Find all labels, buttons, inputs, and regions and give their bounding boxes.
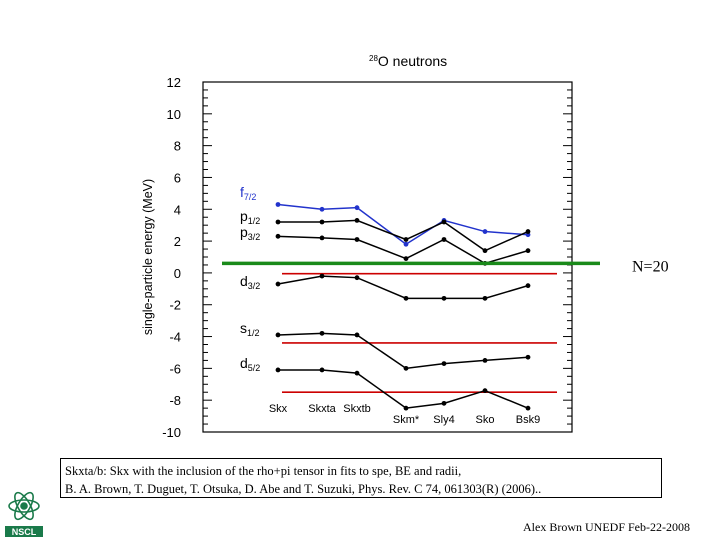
data-point	[319, 206, 325, 212]
reference-lines	[282, 272, 557, 394]
data-point	[354, 275, 360, 281]
data-point	[525, 248, 531, 254]
data-point	[275, 202, 281, 207]
y-tick-label: 8	[174, 139, 181, 154]
data-point	[482, 229, 488, 234]
caption-line-1: Skxta/b: Skx with the inclusion of the r…	[65, 464, 462, 478]
series-group	[275, 202, 531, 411]
n20-label: N=20	[632, 258, 669, 275]
data-point	[275, 332, 281, 338]
data-point	[354, 205, 360, 211]
title-text: O neutrons	[378, 53, 447, 69]
data-point	[441, 237, 447, 242]
y-axis-label: single-particle energy (MeV)	[141, 179, 155, 335]
series-label: s1/2	[240, 320, 260, 338]
series-line-p3-2	[277, 235, 529, 265]
chart-title: 28O neutrons	[369, 53, 447, 69]
data-point	[441, 361, 447, 366]
data-point	[403, 365, 409, 371]
data-point	[275, 233, 281, 239]
chart-svg: -10 -8 -6 -4 -2 0 2 4 6 8 10 12 f7/2 p1/2p3/2 d3/2 s1/…	[141, 53, 669, 440]
series-label: p3/2	[240, 224, 260, 242]
plot-border	[202, 81, 573, 433]
data-point	[441, 219, 447, 225]
data-point	[403, 295, 409, 301]
y-tick-label: -8	[169, 393, 181, 408]
series-line-s1-2	[277, 332, 529, 370]
data-point	[482, 388, 488, 394]
y-tick-label: 6	[174, 170, 181, 185]
data-point	[275, 281, 281, 287]
x-tick-label: Sly4	[433, 414, 454, 426]
data-point	[275, 367, 281, 373]
y-tick-label: -4	[169, 330, 181, 345]
data-point	[482, 295, 488, 301]
caption-box: Skxta/b: Skx with the inclusion of the r…	[60, 458, 662, 498]
series-labels: f7/2 p1/2p3/2 d3/2 s1/2 d5/2	[240, 184, 260, 373]
data-point	[525, 405, 531, 411]
series-line-d3-2	[277, 275, 529, 300]
data-point	[482, 248, 488, 254]
x-tick-label: Skxta	[308, 403, 336, 415]
y-tick-label: 12	[167, 75, 181, 90]
data-point	[403, 237, 409, 242]
data-point	[354, 370, 360, 376]
series-label: p1/2	[240, 208, 260, 226]
data-point	[482, 358, 488, 363]
series-label: d5/2	[240, 355, 260, 373]
series-line-p1-2	[278, 219, 529, 252]
data-point	[354, 218, 360, 223]
data-point	[319, 235, 325, 241]
plot-frame	[202, 81, 573, 433]
series-label: d3/2	[240, 273, 260, 291]
data-point	[403, 241, 409, 247]
caption-line-2: B. A. Brown, T. Duguet, T. Otsuka, D. Ab…	[65, 482, 542, 496]
title-superscript: 28	[369, 54, 378, 63]
logo-text: NSCL	[12, 527, 37, 537]
data-point	[319, 273, 325, 279]
data-point	[403, 256, 409, 261]
n20-line-group: N=20	[222, 258, 669, 275]
data-point	[441, 295, 447, 301]
data-point	[403, 405, 409, 411]
axis-ticks	[203, 81, 572, 433]
x-tick-label: Bsk9	[516, 414, 540, 426]
data-point	[319, 367, 325, 373]
y-tick-label: -2	[169, 298, 181, 313]
data-point	[525, 354, 531, 360]
y-tick-labels: -10 -8 -6 -4 -2 0 2 4 6 8 10 12	[162, 75, 181, 440]
data-point	[319, 219, 325, 225]
nscl-logo: NSCL	[5, 491, 43, 537]
credit-text: Alex Brown UNEDF Feb-22-2008	[523, 520, 690, 534]
data-point	[354, 237, 360, 242]
data-point	[319, 330, 325, 336]
x-tick-label: Skxtb	[343, 403, 371, 415]
y-tick-label: 0	[174, 266, 181, 281]
y-tick-label: 4	[174, 202, 181, 217]
data-point	[525, 283, 531, 289]
x-tick-label: Skx	[269, 403, 288, 415]
data-point	[441, 400, 447, 406]
series-label: f7/2	[240, 184, 256, 202]
y-tick-label: 10	[167, 107, 181, 122]
x-tick-label: Sko	[476, 414, 495, 426]
x-tick-label: Skm*	[393, 414, 420, 426]
data-point	[354, 332, 360, 338]
logo-atom-icon	[8, 491, 40, 521]
data-point	[275, 219, 281, 225]
y-tick-label: -6	[169, 361, 181, 376]
data-point	[525, 229, 531, 234]
x-tick-labels: Skx Skxta Skxtb Skm* Sly4 Sko Bsk9	[269, 403, 540, 426]
y-tick-label: 2	[174, 234, 181, 249]
y-tick-label: -10	[162, 425, 181, 440]
